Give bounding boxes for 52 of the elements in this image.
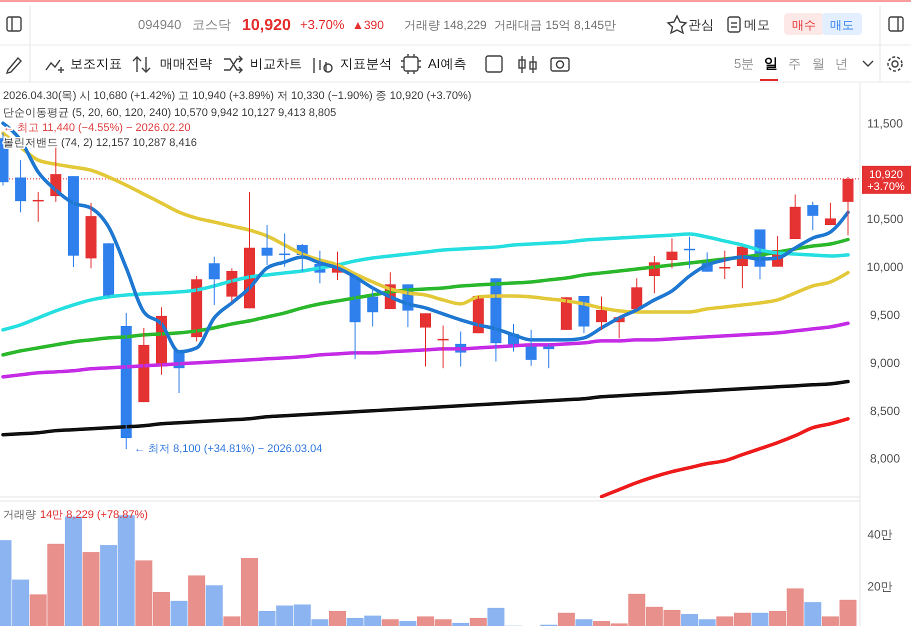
text: AI예측: [428, 56, 466, 71]
candlestick: [790, 194, 801, 240]
text: +3.70%: [300, 17, 345, 32]
annotation: 14만 8,229 (+78.87%): [40, 509, 148, 521]
text: 5분: [734, 56, 754, 71]
candlestick: [208, 256, 220, 306]
line-series: [600, 417, 850, 498]
y-tick-label: 11,500: [867, 116, 904, 130]
candlestick: [86, 202, 97, 269]
y-tick-label: 40만: [867, 527, 893, 542]
candlestick: [438, 325, 449, 369]
annotation: 단순이동평균 (5, 20, 60, 120, 240) 10,570 9,942 10,127 9,413 8,805: [3, 107, 336, 119]
y-tick-label: 9,000: [870, 356, 900, 370]
line-series: [1, 232, 850, 332]
text: 년: [835, 56, 848, 71]
candlestick: [32, 191, 44, 222]
candlestick: [666, 238, 678, 269]
text: 지표분석: [340, 56, 392, 71]
y-tick-label: 10,500: [866, 212, 904, 226]
candlestick: [719, 250, 730, 280]
candlestick: [279, 232, 290, 268]
text: 10,920: [242, 17, 292, 34]
text: 주: [788, 56, 801, 71]
y-tick-label: 9,500: [870, 308, 900, 322]
line-series: [1, 380, 850, 436]
text: 비교차트: [250, 56, 302, 71]
candlestick: [684, 236, 696, 269]
y-tick-label: 8,500: [870, 404, 900, 418]
text: 월: [812, 56, 825, 71]
text: 메모: [744, 17, 770, 32]
text: 코스닥: [192, 17, 231, 32]
text: 094940: [138, 17, 182, 32]
annotation: ← 최저 8,100 (+34.81%) − 2026.03.04: [134, 443, 322, 455]
text: 거래대금 15억 8,145만: [494, 18, 616, 32]
annotation: 2026.04.30(목) 시 10,680 (+1.42%) 고 10,940 (+3.89%) 저 10,330 (−1.90%) 종 10,920 (+3.70%): [3, 90, 472, 102]
text: 거래량: [3, 509, 36, 521]
candlestick: [262, 224, 273, 266]
text: 매매전략: [160, 56, 212, 71]
text: 매도: [830, 18, 854, 32]
y-tick-label: 10,000: [866, 260, 904, 274]
text: 관심: [688, 17, 714, 32]
y-tick-label: 20만: [867, 579, 893, 594]
candlestick: [807, 201, 818, 231]
text: 거래량 148,229: [404, 18, 488, 32]
line-series: [1, 322, 850, 379]
ref-line-label: 10,920 +3.70%: [867, 168, 906, 193]
y-tick-label: 8,000: [870, 452, 900, 466]
text: 보조지표: [70, 56, 122, 71]
text: 매수: [792, 18, 816, 32]
text: 일: [764, 55, 778, 71]
text: ▲390: [352, 18, 384, 32]
candlestick: [15, 160, 26, 213]
